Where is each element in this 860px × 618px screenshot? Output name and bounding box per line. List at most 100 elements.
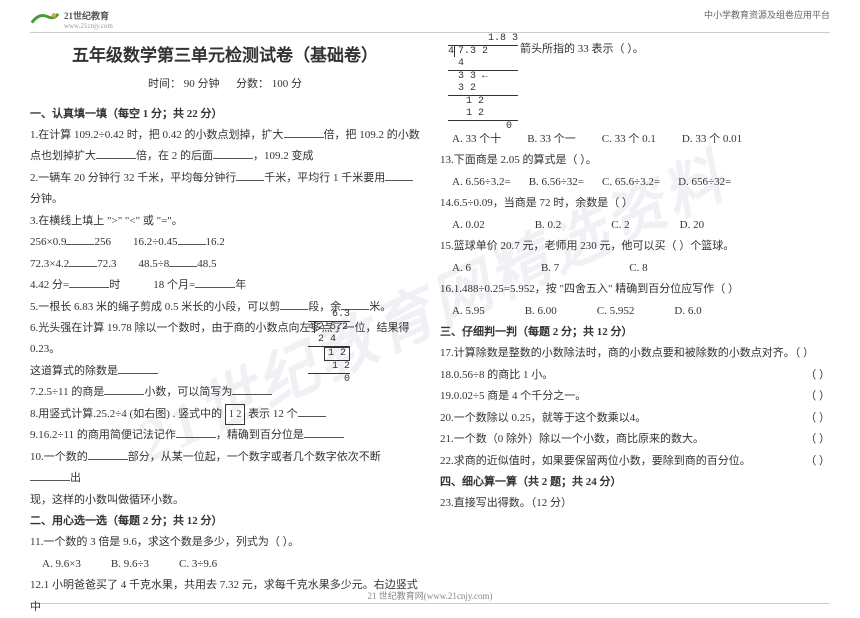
blank <box>213 150 253 160</box>
page-body: 五年级数学第三单元检测试卷（基础卷） 时间： 90 分钟 分数： 100 分 一… <box>0 39 860 618</box>
page-header: 21世纪教育 www.21cnjy.com 中小学教育资源及组卷应用平台 <box>0 0 860 32</box>
right-column: 1.8 3 47.3 2 4 3 3 ← 3 2 1 2 1 2 0 箭头所指的… <box>440 39 830 618</box>
q3-row2: 72.3×4.2 72.3 48.5÷8 48.5 <box>30 254 420 275</box>
div2-l6: 0 <box>448 121 518 133</box>
header-divider <box>30 32 830 33</box>
q3-row1: 256×0.9 256 16.2÷0.45 16.2 <box>30 232 420 253</box>
logo-url: www.21cnjy.com <box>64 22 113 30</box>
q3r2d: 48.5 <box>197 258 216 270</box>
q12-opt-d: D. 33 个 0.01 <box>682 129 742 150</box>
q6: 6.光头强在计算 19.78 除以一个数时，由于商的小数点向左多点了一位，结果得… <box>30 318 420 361</box>
div1-l4: 0 <box>308 374 350 386</box>
section-2-head: 二、用心选一选（每题 2 分；共 12 分） <box>30 511 420 532</box>
q22-text: 22.求商的近似值时，如果要保留两位小数，要除到商的百分位。 <box>440 451 751 472</box>
q1-text-c: 点也划掉扩大 <box>30 150 96 162</box>
q4b: 时 <box>109 279 120 291</box>
q16-opt-d: D. 6.0 <box>674 301 701 322</box>
q16-opt-b: B. 6.00 <box>525 301 557 322</box>
q1-line2: 点也划掉扩大倍，在 2 的后面，109.2 变成 <box>30 146 420 167</box>
q5: 5.一根长 6.83 米的绳子剪成 0.5 米长的小段，可以剪段，余米。 <box>30 297 420 318</box>
q2-text-a: 2.一辆车 20 分钟行 32 千米，平均每分钟行 <box>30 172 236 184</box>
div1-l2: 1 2 <box>308 347 350 361</box>
q1-text-d: 倍，在 2 的后面 <box>136 150 213 162</box>
q20: 20.一个数除以 0.25，就等于这个数乘以4。（ ） <box>440 408 830 429</box>
q15-opts: A. 6 B. 7 C. 8 <box>440 258 830 279</box>
blank <box>232 385 272 395</box>
section-1-head: 一、认真填一填（每空 1 分；共 22 分） <box>30 104 420 125</box>
q15-opt-c: C. 8 <box>629 258 647 279</box>
q6b: 这道算式的除数是 <box>30 361 420 382</box>
q9b: ，精确到百分位是 <box>216 429 304 441</box>
blank <box>30 471 70 481</box>
div2-l2: 3 3 ← <box>448 71 518 83</box>
q13-opts: A. 6.56÷3.2= B. 6.56÷32= C. 65.6÷3.2= D.… <box>440 172 830 193</box>
q1: 1.在计算 109.2÷0.42 时，把 0.42 的小数点划掉，扩大倍，把 1… <box>30 125 420 146</box>
division-figure-2: 1.8 3 47.3 2 4 3 3 ← 3 2 1 2 1 2 0 <box>448 33 518 133</box>
blank <box>298 407 326 417</box>
q4a: 4.42 分= <box>30 279 69 291</box>
q3r1c: 16.2÷0.45 <box>133 236 178 248</box>
q13: 13.下面商是 2.05 的算式是（ ）。 <box>440 150 830 171</box>
div1-l3: 1 2 <box>308 361 350 374</box>
time-val: 90 分钟 <box>184 78 220 90</box>
q13-opt-b: B. 6.56÷32= <box>529 172 584 193</box>
blank <box>88 450 128 460</box>
q18-text: 18.0.56÷8 的商比 1 小。 <box>440 365 553 386</box>
box-12: 1 2 <box>225 404 246 426</box>
q11-opt-c: C. 3÷9.6 <box>179 554 217 575</box>
div1-row: 42 5.2 <box>308 322 350 334</box>
q7: 7.2.5÷11 的商是小数，可以简写为 <box>30 382 420 403</box>
q5a: 5.一根长 6.83 米的绳子剪成 0.5 米长的小段，可以剪 <box>30 301 280 313</box>
q10c: 出 <box>70 472 81 484</box>
q11-opt-a: A. 9.6×3 <box>42 554 81 575</box>
q16: 16.1.488÷0.25=5.952，按 "四舍五入" 精确到百分位应写作（ … <box>440 279 830 300</box>
blank <box>96 150 136 160</box>
q13-opt-c: C. 65.6÷3.2= <box>602 172 660 193</box>
q3r1b: 256 <box>94 236 111 248</box>
q3r2c: 48.5÷8 <box>138 258 169 270</box>
q15: 15.篮球单价 20.7 元，老师用 230 元，他可以买（ ）个篮球。 <box>440 236 830 257</box>
logo: 21世纪教育 www.21cnjy.com <box>30 8 113 30</box>
q10: 10.一个数的 部分，从某一位起，一个数字或者几个数字依次不断出 <box>30 447 420 490</box>
blank <box>280 300 308 310</box>
q11-opt-b: B. 9.6÷3 <box>111 554 149 575</box>
div2-l2-text: 3 3 <box>458 71 476 82</box>
blank <box>304 428 344 438</box>
q9a: 9.16.2÷11 的商用简便记法记作 <box>30 429 176 441</box>
q21: 21.一个数（0 除外）除以一个小数，商比原来的数大。（ ） <box>440 429 830 450</box>
q10a: 10.一个数的 <box>30 451 88 463</box>
arrow-icon: ← <box>482 71 488 82</box>
section-4-head: 四、细心算一算（共 2 题；共 24 分） <box>440 472 830 493</box>
division-figure-1: 6.3 42 5.2 2 4 1 2 1 2 0 <box>308 309 350 386</box>
q14-opt-c: C. 2 <box>611 215 629 236</box>
exam-subtitle: 时间： 90 分钟 分数： 100 分 <box>30 74 420 95</box>
q11: 11.一个数的 3 倍是 9.6，求这个数是多少，列式为（ ）。 <box>30 532 420 553</box>
q3r1a: 256×0.9 <box>30 236 66 248</box>
blank <box>69 257 97 267</box>
q18: 18.0.56÷8 的商比 1 小。（ ） <box>440 365 830 386</box>
blank <box>284 128 324 138</box>
blank <box>195 278 235 288</box>
q12-continued: 1.8 3 47.3 2 4 3 3 ← 3 2 1 2 1 2 0 箭头所指的… <box>440 39 830 129</box>
header-right-text: 中小学教育资源及组卷应用平台 <box>704 8 830 21</box>
logo-icon <box>30 8 60 30</box>
q17: 17.计算除数是整数的小数除法时，商的小数点要和被除数的小数点对齐。（ ） <box>440 343 830 364</box>
q3r1d: 16.2 <box>206 236 225 248</box>
q3r2b: 72.3 <box>97 258 116 270</box>
q21-text: 21.一个数（0 除外）除以一个小数，商比原来的数大。 <box>440 429 704 450</box>
q19-paren: （ ） <box>805 386 830 407</box>
q8b: 表示 12 个 <box>248 408 298 420</box>
div1-l2-box: 1 2 <box>324 347 350 361</box>
q1-text-b: 倍，把 109.2 的小数 <box>324 129 420 141</box>
div2-dividend: 7.3 2 <box>454 46 488 57</box>
q12-opt-b: B. 33 个一 <box>527 129 576 150</box>
q8: 8.用竖式计算.25.2÷4 (如右图) . 竖式中的 1 2 表示 12 个 <box>30 404 420 426</box>
q14-opt-b: B. 0.2 <box>535 215 562 236</box>
q10d: 现，这样的小数叫做循环小数。 <box>30 490 420 511</box>
q2: 2.一辆车 20 分钟行 32 千米，平均每分钟行千米，平均行 1 千米要用分钟… <box>30 168 420 211</box>
q10b: 部分，从某一位起，一个数字或者几个数字依次不断 <box>128 451 381 463</box>
div2-quotient: 1.8 3 <box>448 33 518 46</box>
q19: 19.0.02÷5 商是 4 个千分之一。（ ） <box>440 386 830 407</box>
q7b: 小数，可以简写为 <box>144 386 232 398</box>
q3r2a: 72.3×4.2 <box>30 258 69 270</box>
